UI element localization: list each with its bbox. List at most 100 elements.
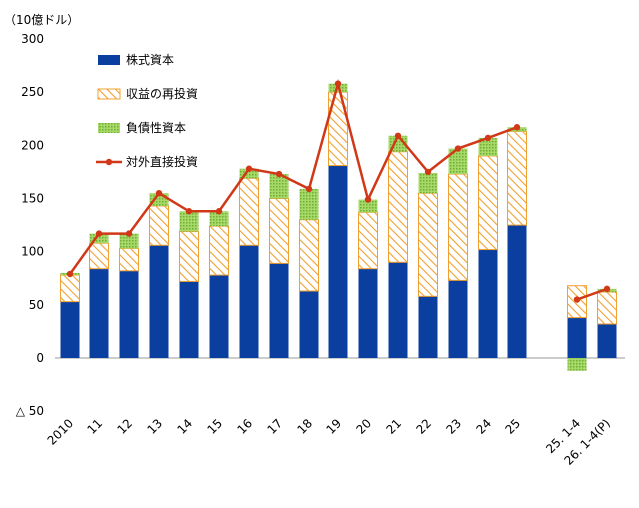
y-tick-label: 200	[21, 138, 44, 152]
x-tick-label: 17	[264, 416, 285, 437]
bar-reinvested-earnings	[299, 219, 319, 292]
legend-swatch-point	[105, 158, 113, 166]
line-point	[66, 270, 74, 278]
line-point	[125, 230, 133, 237]
bar-equity	[299, 291, 319, 358]
bar-reinvested-earnings	[89, 242, 109, 270]
bar-debt-instruments	[269, 174, 289, 199]
bar-equity	[358, 268, 378, 358]
x-tick-label: 18	[294, 416, 315, 437]
bar-equity	[209, 275, 229, 358]
line-point	[185, 208, 193, 215]
line-point	[334, 80, 342, 87]
line-point	[424, 168, 432, 176]
line-point	[155, 189, 163, 197]
x-tick-label: 22	[413, 416, 434, 437]
legend-swatch	[97, 88, 121, 100]
line-point	[513, 124, 521, 131]
x-tick-label: 21	[383, 416, 404, 437]
bar-equity	[60, 301, 80, 358]
bar-debt-instruments	[418, 172, 438, 194]
bar-equity	[388, 262, 408, 358]
line-point	[275, 170, 283, 178]
line-point	[394, 132, 402, 139]
bar-reinvested-earnings	[179, 230, 199, 282]
bar-equity	[89, 268, 109, 358]
legend-label: 株式資本	[126, 52, 174, 67]
bar-debt-instruments	[239, 168, 259, 179]
x-tick-label: 11	[84, 416, 105, 437]
bar-debt-instruments	[478, 137, 498, 156]
bar-debt-instruments	[209, 211, 229, 227]
legend-label: 対外直接投資	[126, 154, 198, 169]
x-tick-label: 15	[204, 416, 225, 437]
x-tick-label: 13	[144, 416, 165, 437]
bar-debt-instruments	[89, 233, 109, 244]
bar-equity	[478, 249, 498, 358]
x-tick-label: 20	[353, 416, 374, 437]
x-axis: 2010 11 12 13 14 15 16 17 18 19 20 21 22 23 24 25 25. 1-…	[45, 416, 613, 468]
line-fdi-total	[576, 287, 608, 301]
bar-reinvested-earnings	[209, 225, 229, 276]
bar-debt-instruments	[299, 188, 319, 220]
y-tick-label: 50	[29, 298, 44, 312]
line-point	[603, 285, 611, 293]
bar-debt-instruments	[358, 199, 378, 213]
line-point	[245, 165, 253, 172]
bar-equity	[597, 323, 617, 358]
bar-reinvested-earnings	[597, 291, 617, 325]
bar-equity	[119, 270, 139, 358]
bar-reinvested-earnings	[149, 205, 169, 246]
x-tick-label: 19	[323, 416, 344, 437]
legend-swatch	[98, 123, 120, 133]
line-point	[364, 196, 372, 203]
line-fdi-total	[68, 78, 518, 275]
bar-equity	[179, 281, 199, 358]
y-tick-label: 150	[21, 192, 44, 206]
bar-debt-instruments	[179, 211, 199, 232]
x-tick-label: 16	[234, 416, 255, 437]
bar-equity	[149, 245, 169, 358]
bar-reinvested-earnings	[60, 274, 80, 303]
y-tick-label: △ 50	[16, 404, 44, 418]
x-tick-label: 14	[174, 416, 195, 437]
bar-debt-instruments	[119, 233, 139, 249]
bar-reinvested-earnings	[119, 247, 139, 272]
x-tick-label: 25	[502, 416, 523, 437]
legend-label: 負債性資本	[126, 120, 186, 135]
y-tick-label: 100	[21, 245, 44, 259]
bar-reinvested-earnings	[507, 131, 527, 226]
bar-reinvested-earnings	[239, 177, 259, 246]
legend-swatch	[98, 55, 120, 65]
line-point	[95, 230, 103, 237]
bar-reinvested-earnings	[358, 211, 378, 270]
bar-equity	[269, 263, 289, 358]
bars-layer	[60, 83, 617, 371]
line-point	[215, 208, 223, 215]
bar-equity	[418, 296, 438, 358]
bar-reinvested-earnings	[388, 151, 408, 263]
line-point	[573, 296, 581, 303]
x-tick-label: 23	[443, 416, 464, 437]
line-point	[305, 185, 313, 193]
legend-label: 収益の再投資	[126, 86, 198, 101]
unit-label: （10億ドル）	[4, 13, 79, 27]
line-point	[454, 145, 462, 152]
bar-equity	[507, 225, 527, 358]
bar-equity	[448, 280, 468, 358]
bar-equity	[239, 245, 259, 358]
bar-debt-instruments	[448, 148, 468, 175]
bar-debt-instruments	[567, 358, 587, 371]
bar-reinvested-earnings	[448, 173, 468, 281]
y-tick-label: 250	[21, 85, 44, 99]
x-tick-label: 24	[473, 416, 494, 437]
bar-equity	[567, 317, 587, 358]
bar-reinvested-earnings	[418, 192, 438, 297]
x-tick-label: 12	[114, 416, 135, 437]
y-tick-label: 300	[21, 32, 44, 46]
bar-reinvested-earnings	[478, 155, 498, 251]
x-tick-label: 2010	[45, 416, 76, 447]
